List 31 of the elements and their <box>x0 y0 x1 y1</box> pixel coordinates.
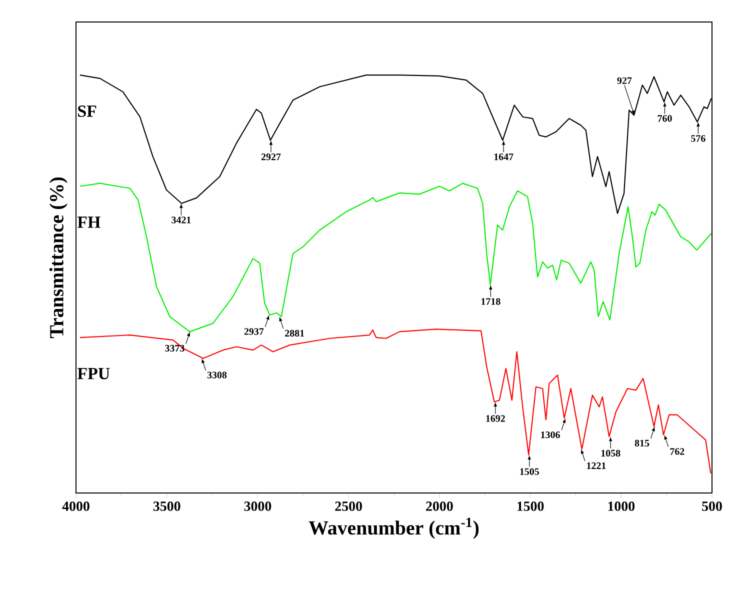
annotation: 1647 <box>494 154 514 160</box>
x-tick-label: 3500 <box>153 502 180 511</box>
x-tick-label: 1000 <box>608 502 635 511</box>
annotation: 762 <box>670 448 684 455</box>
series-label: FH <box>77 216 100 228</box>
annotation: 2937 <box>244 328 264 335</box>
annotation: 3373 <box>165 344 184 352</box>
annotation: 576 <box>691 135 706 142</box>
x-tick-label: 4000 <box>62 502 90 511</box>
annotation: 2927 <box>261 154 281 160</box>
annotation: 1692 <box>486 415 505 422</box>
x-axis-title: Wavenumber (cm$^{-1}$) <box>308 518 479 539</box>
annotation: 1718 <box>482 298 500 305</box>
series-label: SF <box>78 106 96 117</box>
annotation: 1505 <box>520 468 539 475</box>
annotation: 1221 <box>587 462 606 469</box>
y-axis-title: Transmittance (%) <box>49 177 68 338</box>
x-tick-label: 3000 <box>244 502 272 511</box>
annotation: 1306 <box>541 431 560 438</box>
series-label: FPU <box>77 368 110 380</box>
x-tick-label: 2500 <box>335 502 362 511</box>
annotation: 3308 <box>207 372 227 378</box>
annotation: 760 <box>658 115 672 122</box>
x-tick-label: 500 <box>702 502 722 511</box>
annotation: 1058 <box>601 450 620 457</box>
x-tick-label: 1500 <box>517 502 544 511</box>
annotation: 815 <box>634 440 650 447</box>
annotation: 927 <box>617 77 632 84</box>
annotation: 2881 <box>285 330 304 337</box>
x-tick-label: 2000 <box>426 502 453 511</box>
annotation: 3421 <box>172 216 191 224</box>
